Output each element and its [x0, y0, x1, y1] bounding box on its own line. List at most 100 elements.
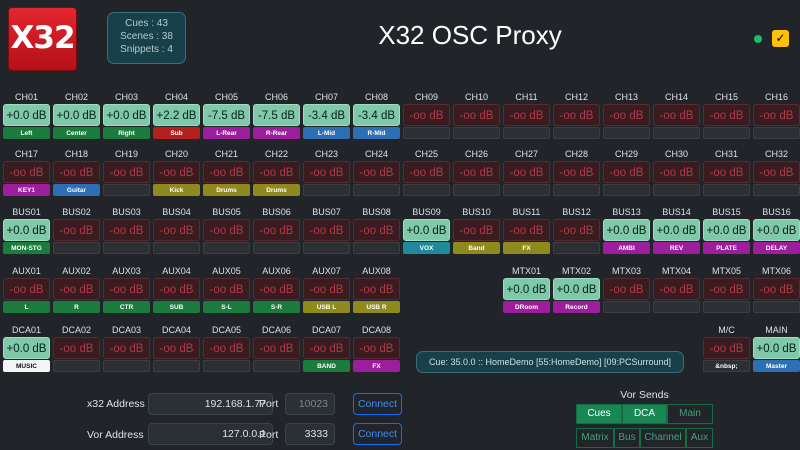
fader-level-button[interactable]: -oo dB	[753, 104, 800, 126]
fader-level-button[interactable]: -7.5 dB	[203, 104, 250, 126]
fader-level-button[interactable]: +2.2 dB	[153, 104, 200, 126]
fader-level-button[interactable]: -oo dB	[203, 161, 250, 183]
fader-level-button[interactable]: -oo dB	[603, 161, 650, 183]
fader-level-button[interactable]: -oo dB	[403, 161, 450, 183]
strip-label: Right	[103, 127, 150, 139]
strip-aux05: AUX05 -oo dB S-L	[203, 265, 250, 313]
fader-level-button[interactable]: +0.0 dB	[503, 278, 550, 300]
fader-level-button[interactable]: -oo dB	[103, 337, 150, 359]
fader-level-button[interactable]: -oo dB	[703, 104, 750, 126]
fader-level-button[interactable]: -oo dB	[53, 161, 100, 183]
fader-level-button[interactable]: -oo dB	[603, 278, 650, 300]
fader-level-button[interactable]: -oo dB	[753, 278, 800, 300]
fader-level-button[interactable]: +0.0 dB	[53, 104, 100, 126]
strip-label: S-L	[203, 301, 250, 313]
fader-level-button[interactable]: -oo dB	[153, 161, 200, 183]
fader-level-button[interactable]: +0.0 dB	[753, 337, 800, 359]
strip-name: CH26	[464, 149, 488, 159]
fader-level-button[interactable]: -oo dB	[253, 278, 300, 300]
fader-level-button[interactable]: -oo dB	[503, 104, 550, 126]
fader-level-button[interactable]: +0.0 dB	[3, 337, 50, 359]
fader-level-button[interactable]: -oo dB	[203, 278, 250, 300]
fader-level-button[interactable]: -oo dB	[53, 219, 100, 241]
fader-level-button[interactable]: -oo dB	[303, 219, 350, 241]
fader-level-button[interactable]: -oo dB	[653, 161, 700, 183]
fader-level-button[interactable]: +0.0 dB	[3, 219, 50, 241]
fader-level-button[interactable]: -oo dB	[503, 161, 550, 183]
fader-level-button[interactable]: -oo dB	[3, 161, 50, 183]
fader-level-button[interactable]: -oo dB	[553, 104, 600, 126]
vor-send-dca[interactable]: DCA	[622, 404, 667, 424]
fader-level-button[interactable]: -oo dB	[303, 278, 350, 300]
fader-level-button[interactable]: -oo dB	[203, 219, 250, 241]
fader-level-button[interactable]: -oo dB	[453, 219, 500, 241]
fader-level-button[interactable]: -oo dB	[453, 161, 500, 183]
fader-level-button[interactable]: +0.0 dB	[603, 219, 650, 241]
fader-level-button[interactable]: -3.4 dB	[353, 104, 400, 126]
fader-level-button[interactable]: -oo dB	[103, 219, 150, 241]
vor-send-aux[interactable]: Aux	[686, 428, 713, 448]
fader-level-button[interactable]: +0.0 dB	[753, 219, 800, 241]
fader-level-button[interactable]: -oo dB	[703, 278, 750, 300]
fader-level-button[interactable]: -oo dB	[53, 337, 100, 359]
fader-level-button[interactable]: -oo dB	[253, 161, 300, 183]
fader-level-button[interactable]: -3.4 dB	[303, 104, 350, 126]
fader-level-button[interactable]: -oo dB	[103, 278, 150, 300]
vor-port-input[interactable]: 3333	[285, 423, 335, 445]
fader-level-button[interactable]: -oo dB	[3, 278, 50, 300]
fader-level-button[interactable]: -oo dB	[153, 219, 200, 241]
vor-send-cues[interactable]: Cues	[576, 404, 622, 424]
fader-level-button[interactable]: -oo dB	[103, 161, 150, 183]
fader-level-button[interactable]: -oo dB	[553, 161, 600, 183]
x32-port-input[interactable]: 10023	[285, 393, 335, 415]
fader-level-button[interactable]: -oo dB	[353, 161, 400, 183]
fader-level-button[interactable]: -oo dB	[253, 219, 300, 241]
fader-level-button[interactable]: -oo dB	[403, 104, 450, 126]
strip-bus09: BUS09 +0.0 dB VOX	[403, 206, 450, 254]
fader-level-button[interactable]: +0.0 dB	[553, 278, 600, 300]
strip-ch31: CH31 -oo dB	[703, 148, 750, 196]
strip-label	[353, 184, 400, 196]
x32-connect-button[interactable]: Connect	[353, 393, 402, 415]
fader-level-button[interactable]: -oo dB	[353, 278, 400, 300]
cues-count: Cues : 43	[125, 18, 168, 29]
vor-send-matrix[interactable]: Matrix	[576, 428, 614, 448]
fader-level-button[interactable]: -oo dB	[203, 337, 250, 359]
fader-level-button[interactable]: -oo dB	[353, 337, 400, 359]
x32-address-input[interactable]: 192.168.1.77	[148, 393, 273, 415]
fader-level-button[interactable]: -oo dB	[503, 219, 550, 241]
fader-level-button[interactable]: +0.0 dB	[703, 219, 750, 241]
strip-ch13: CH13 -oo dB	[603, 91, 650, 139]
vor-send-bus[interactable]: Bus	[614, 428, 640, 448]
fader-level-button[interactable]: +0.0 dB	[653, 219, 700, 241]
fader-level-button[interactable]: -oo dB	[153, 278, 200, 300]
toggle-checkbox[interactable]: ✓	[772, 30, 789, 47]
strip-name: DCA03	[111, 325, 141, 335]
fader-level-button[interactable]: -oo dB	[653, 104, 700, 126]
fader-level-button[interactable]: +0.0 dB	[103, 104, 150, 126]
strip-name: CH12	[564, 92, 588, 102]
fader-level-button[interactable]: +0.0 dB	[3, 104, 50, 126]
fader-level-button[interactable]: -oo dB	[353, 219, 400, 241]
vor-connect-button[interactable]: Connect	[353, 423, 402, 445]
fader-level-button[interactable]: +0.0 dB	[403, 219, 450, 241]
strip-aux01: AUX01 -oo dB L	[3, 265, 50, 313]
vor-send-main[interactable]: Main	[667, 404, 713, 424]
vor-address-input[interactable]: 127.0.0.1	[148, 423, 273, 445]
fader-level-button[interactable]: -oo dB	[603, 104, 650, 126]
strip-name: CH04	[164, 92, 188, 102]
fader-level-button[interactable]: -oo dB	[653, 278, 700, 300]
fader-level-button[interactable]: -oo dB	[303, 161, 350, 183]
fader-level-button[interactable]: -oo dB	[703, 337, 750, 359]
vor-send-channel[interactable]: Channel	[640, 428, 686, 448]
fader-level-button[interactable]: -oo dB	[253, 337, 300, 359]
fader-level-button[interactable]: -oo dB	[153, 337, 200, 359]
fader-level-button[interactable]: -oo dB	[453, 104, 500, 126]
strip-name: CH24	[364, 149, 388, 159]
fader-level-button[interactable]: -oo dB	[303, 337, 350, 359]
fader-level-button[interactable]: -oo dB	[553, 219, 600, 241]
fader-level-button[interactable]: -oo dB	[753, 161, 800, 183]
fader-level-button[interactable]: -oo dB	[53, 278, 100, 300]
fader-level-button[interactable]: -oo dB	[703, 161, 750, 183]
fader-level-button[interactable]: -7.5 dB	[253, 104, 300, 126]
